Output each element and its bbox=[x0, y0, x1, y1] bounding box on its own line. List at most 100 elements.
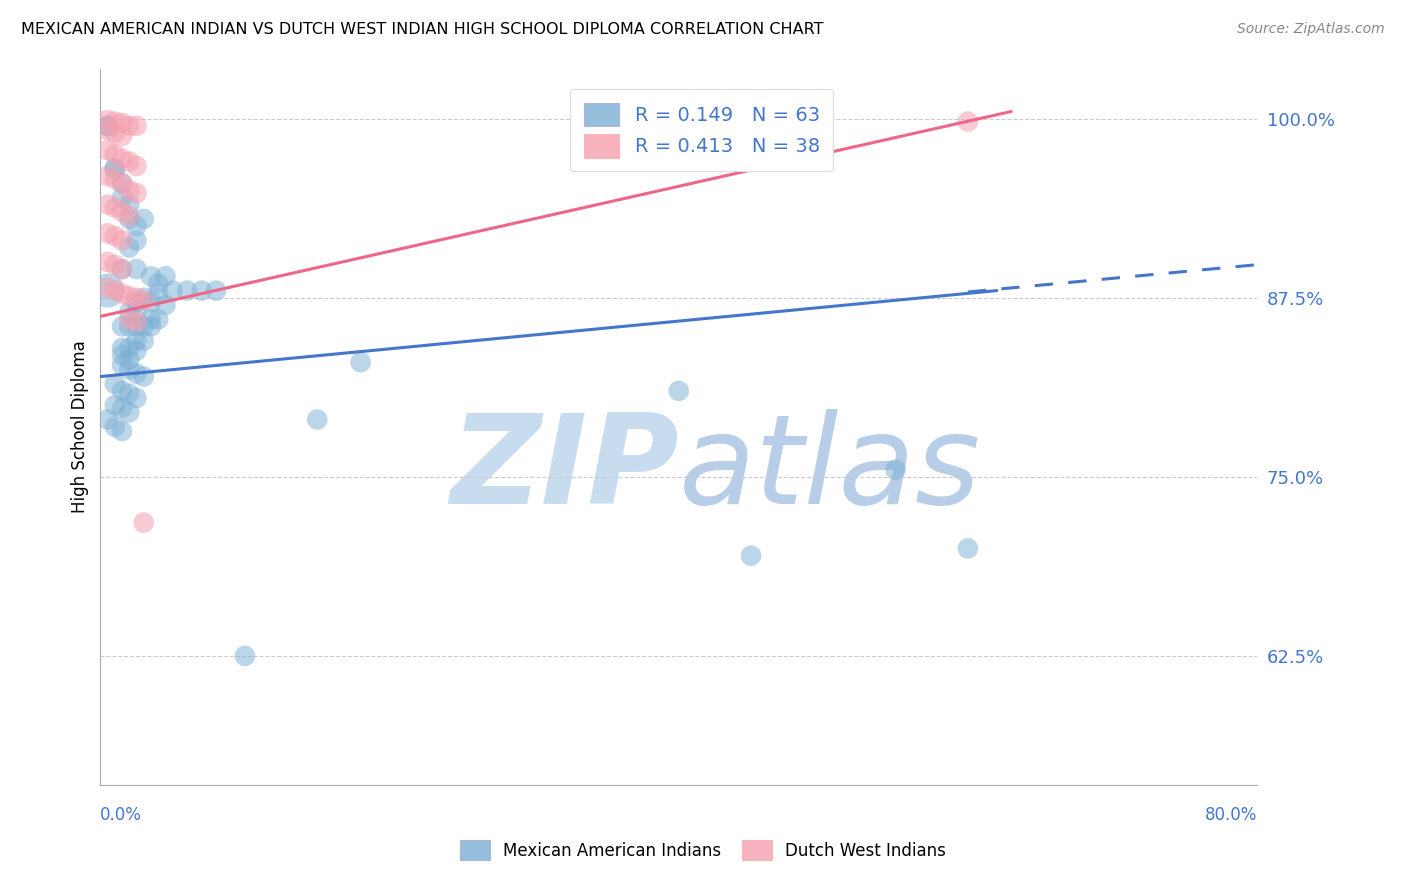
Text: MEXICAN AMERICAN INDIAN VS DUTCH WEST INDIAN HIGH SCHOOL DIPLOMA CORRELATION CHA: MEXICAN AMERICAN INDIAN VS DUTCH WEST IN… bbox=[21, 22, 824, 37]
Point bbox=[956, 114, 979, 128]
Point bbox=[104, 147, 127, 161]
Point bbox=[97, 119, 120, 133]
Point bbox=[349, 355, 371, 369]
Point bbox=[118, 289, 141, 303]
Point bbox=[111, 424, 134, 438]
Point bbox=[118, 305, 141, 319]
Point bbox=[111, 176, 134, 190]
Text: ZIP: ZIP bbox=[450, 409, 679, 530]
Point bbox=[97, 113, 120, 128]
Point bbox=[118, 386, 141, 401]
Point bbox=[104, 376, 127, 391]
Point bbox=[118, 319, 141, 334]
Point bbox=[111, 190, 134, 204]
Text: atlas: atlas bbox=[679, 409, 981, 530]
Point bbox=[118, 241, 141, 255]
Point bbox=[125, 315, 148, 329]
Point bbox=[233, 648, 256, 663]
Point bbox=[139, 269, 162, 284]
Point bbox=[111, 234, 134, 248]
Point bbox=[125, 186, 148, 201]
Point bbox=[104, 114, 127, 128]
Point bbox=[104, 419, 127, 434]
Point bbox=[148, 312, 170, 326]
Point bbox=[111, 262, 134, 277]
Point bbox=[111, 358, 134, 372]
Point bbox=[125, 367, 148, 381]
Point bbox=[104, 171, 127, 186]
Point bbox=[125, 219, 148, 233]
Point bbox=[132, 369, 155, 384]
Point bbox=[118, 352, 141, 367]
Point bbox=[125, 319, 148, 334]
Point bbox=[97, 412, 120, 426]
Point bbox=[111, 204, 134, 219]
Legend: R = 0.149   N = 63, R = 0.413   N = 38: R = 0.149 N = 63, R = 0.413 N = 38 bbox=[571, 89, 834, 171]
Point bbox=[111, 319, 134, 334]
Point bbox=[118, 362, 141, 376]
Point bbox=[118, 405, 141, 419]
Point bbox=[125, 119, 148, 133]
Point bbox=[111, 286, 134, 301]
Point bbox=[97, 255, 120, 269]
Point bbox=[118, 154, 141, 169]
Point bbox=[104, 126, 127, 140]
Point bbox=[740, 549, 762, 563]
Point bbox=[118, 312, 141, 326]
Point bbox=[111, 176, 134, 190]
Point bbox=[97, 119, 120, 133]
Point bbox=[155, 298, 177, 312]
Point bbox=[111, 128, 134, 143]
Y-axis label: High School Diploma: High School Diploma bbox=[72, 341, 89, 513]
Point bbox=[104, 258, 127, 272]
Point bbox=[118, 183, 141, 197]
Point bbox=[125, 391, 148, 405]
Point bbox=[104, 229, 127, 244]
Point bbox=[162, 284, 184, 298]
Point bbox=[132, 211, 155, 226]
Point bbox=[132, 293, 155, 308]
Point bbox=[139, 312, 162, 326]
Point bbox=[104, 201, 127, 215]
Point bbox=[97, 169, 120, 183]
Point bbox=[125, 234, 148, 248]
Text: Source: ZipAtlas.com: Source: ZipAtlas.com bbox=[1237, 22, 1385, 37]
Point bbox=[125, 305, 148, 319]
Point bbox=[111, 401, 134, 415]
Point bbox=[155, 269, 177, 284]
Point bbox=[132, 334, 155, 348]
Point bbox=[205, 284, 228, 298]
Point bbox=[125, 291, 148, 305]
Point bbox=[668, 384, 690, 398]
Point bbox=[118, 197, 141, 211]
Text: 80.0%: 80.0% bbox=[1205, 806, 1257, 824]
Point bbox=[125, 159, 148, 173]
Point bbox=[118, 341, 141, 355]
Point bbox=[97, 284, 120, 298]
Point bbox=[111, 262, 134, 277]
Point bbox=[97, 123, 120, 137]
Point bbox=[118, 211, 141, 226]
Point bbox=[132, 516, 155, 530]
Point bbox=[97, 197, 120, 211]
Point bbox=[125, 262, 148, 277]
Point bbox=[111, 116, 134, 130]
Point bbox=[139, 295, 162, 310]
Point bbox=[132, 291, 155, 305]
Point bbox=[118, 119, 141, 133]
Point bbox=[118, 209, 141, 223]
Legend: Mexican American Indians, Dutch West Indians: Mexican American Indians, Dutch West Ind… bbox=[450, 830, 956, 871]
Point bbox=[104, 398, 127, 412]
Point bbox=[97, 143, 120, 157]
Point bbox=[125, 343, 148, 358]
Point bbox=[97, 227, 120, 241]
Point bbox=[111, 341, 134, 355]
Point bbox=[139, 319, 162, 334]
Point bbox=[97, 281, 120, 295]
Point bbox=[956, 541, 979, 556]
Point bbox=[190, 284, 212, 298]
Point bbox=[125, 334, 148, 348]
Point bbox=[176, 284, 198, 298]
Point bbox=[104, 161, 127, 176]
Point bbox=[148, 277, 170, 291]
